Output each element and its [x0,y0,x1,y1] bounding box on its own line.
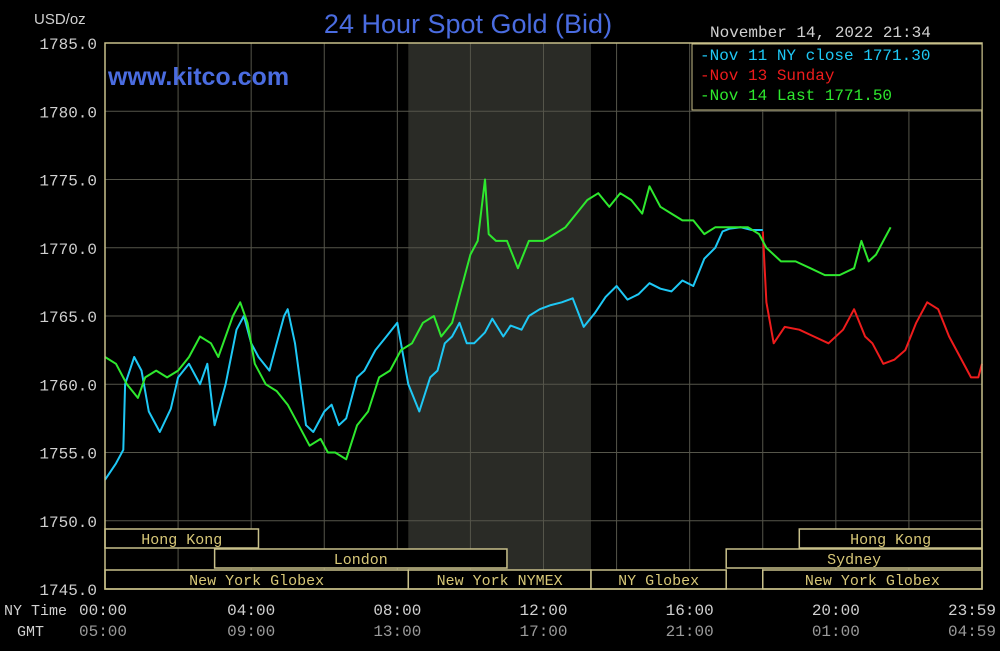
x-tick-label-gmt: 17:00 [519,623,567,641]
x-tick-label-ny: 08:00 [373,602,421,620]
series-lines [104,178,983,481]
x-tick-label-gmt: 04:59 [948,623,996,641]
y-tick-label: 1755.0 [39,446,97,464]
session-label: New York NYMEX [437,573,563,590]
gmt-axis-label: GMT [17,624,44,641]
y-tick-label: 1780.0 [39,104,97,122]
x-tick-label-ny: 12:00 [519,602,567,620]
x-tick-label-gmt: 05:00 [79,623,127,641]
legend-entry: -Nov 14 Last 1771.50 [700,87,892,105]
series-line-3 [104,178,892,461]
y-tick-labels: 1785.0 1780.0 1775.0 1770.0 1765.0 1760.0 1755… [39,36,97,600]
legend-entry: -Nov 11 NY close 1771.30 [700,47,930,65]
gridlines [104,42,983,590]
legend-box [691,43,983,111]
x-tick-label-ny: 20:00 [812,602,860,620]
unit-label: USD/oz [34,11,86,28]
y-tick-label: 1765.0 [39,309,97,327]
series-line-2 [761,231,983,379]
session-label: Hong Kong [850,532,931,549]
y-tick-label: 1770.0 [39,241,97,259]
session-bars: Hong Kong London New York Globex New York N… [104,528,983,590]
session-label: Hong Kong [141,532,222,549]
series-line-1 [104,226,763,481]
chart-title: 24 Hour Spot Gold (Bid) [324,9,612,39]
watermark-url: www.kitco.com [107,63,289,91]
session-label: New York Globex [189,573,324,590]
plot-border [104,42,983,590]
session-label: New York Globex [805,573,940,590]
y-tick-label: 1775.0 [39,173,97,191]
x-tick-label-ny: 04:00 [227,602,275,620]
x-tick-label-ny: 00:00 [79,602,127,620]
y-tick-label: 1760.0 [39,377,97,395]
plot-frame [104,42,983,590]
x-tick-label-gmt: 13:00 [373,623,421,641]
legend: -Nov 11 NY close 1771.30 -Nov 13 Sunday -N… [691,43,983,111]
x-tick-label-ny: 16:00 [666,602,714,620]
legend-entry: -Nov 13 Sunday [700,67,835,85]
y-tick-label: 1750.0 [39,514,97,532]
session-bar [213,548,508,569]
session-label: NY Globex [618,573,699,590]
x-tick-label-ny: 23:59 [948,602,996,620]
x-tick-label-gmt: 21:00 [666,623,714,641]
y-tick-label: 1745.0 [39,582,97,600]
x-tick-label-gmt: 09:00 [227,623,275,641]
timestamp: November 14, 2022 21:34 [710,24,931,42]
y-tick-label: 1785.0 [39,36,97,54]
x-tick-labels: 00:00 05:00 04:00 09:00 08:00 13:00 12:00 17:00… [79,602,996,641]
session-label: Sydney [827,552,881,569]
x-tick-label-gmt: 01:00 [812,623,860,641]
ny-time-axis-label: NY Time [4,603,67,620]
session-label: London [334,552,388,569]
